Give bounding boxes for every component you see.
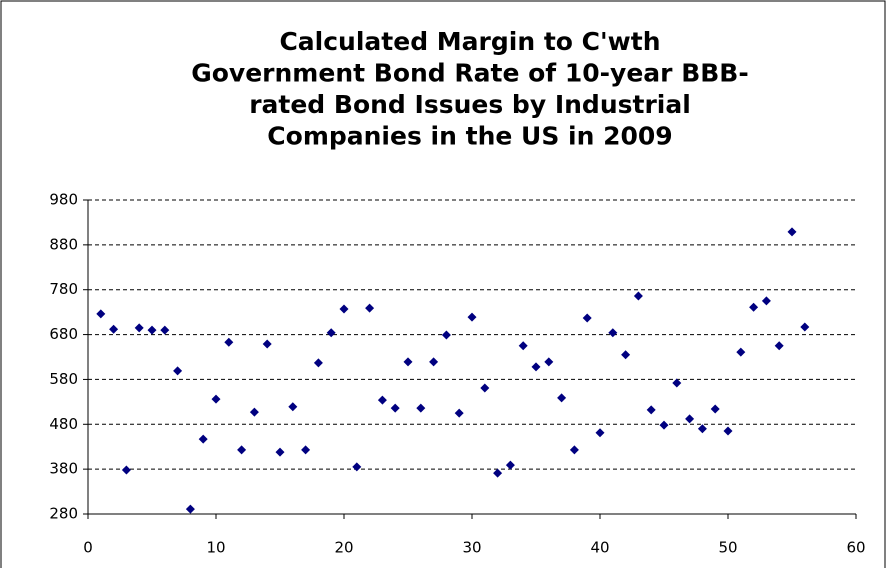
- point: [685, 414, 695, 424]
- x-tick-label: 0: [83, 539, 93, 557]
- point: [403, 357, 413, 367]
- point: [569, 445, 579, 455]
- point: [672, 378, 682, 388]
- point: [326, 328, 336, 338]
- x-tick-label: 60: [846, 539, 865, 557]
- point: [800, 322, 810, 332]
- point: [390, 403, 400, 413]
- point: [595, 428, 605, 438]
- point: [608, 328, 618, 338]
- point: [237, 445, 247, 455]
- point: [544, 357, 554, 367]
- y-tick-label: 780: [49, 280, 78, 298]
- y-tick-label: 380: [49, 460, 78, 478]
- point: [723, 426, 733, 436]
- point: [582, 313, 592, 323]
- point: [697, 424, 707, 434]
- chart-title: Companies in the US in 2009: [267, 122, 672, 151]
- y-tick-label: 580: [49, 370, 78, 388]
- point: [518, 341, 528, 351]
- point: [480, 383, 490, 393]
- y-tick-label: 880: [49, 235, 78, 253]
- y-tick-label: 980: [49, 191, 78, 209]
- point: [659, 420, 669, 430]
- point: [441, 330, 451, 340]
- x-tick-label: 20: [334, 539, 353, 557]
- point: [646, 405, 656, 415]
- point: [416, 403, 426, 413]
- x-tick-label: 10: [206, 539, 225, 557]
- point: [467, 312, 477, 322]
- point: [301, 445, 311, 455]
- point: [531, 362, 541, 372]
- point: [621, 350, 631, 360]
- y-tick-label: 480: [49, 415, 78, 433]
- point: [774, 341, 784, 351]
- point: [275, 447, 285, 457]
- chart-title: Government Bond Rate of 10-year BBB-: [191, 59, 749, 88]
- point: [761, 296, 771, 306]
- x-tick-label: 40: [590, 539, 609, 557]
- point: [96, 309, 106, 319]
- point: [429, 357, 439, 367]
- point: [160, 325, 170, 335]
- point: [352, 462, 362, 472]
- point: [493, 468, 503, 478]
- point: [339, 304, 349, 314]
- point: [249, 407, 259, 417]
- point: [313, 358, 323, 368]
- point: [198, 434, 208, 444]
- point: [147, 325, 157, 335]
- point: [505, 460, 515, 470]
- point: [211, 394, 221, 404]
- point: [633, 291, 643, 301]
- point: [736, 347, 746, 357]
- point: [109, 324, 119, 334]
- point: [454, 408, 464, 418]
- point: [224, 337, 234, 347]
- point: [121, 465, 131, 475]
- point: [185, 504, 195, 514]
- point: [365, 303, 375, 313]
- point: [288, 402, 298, 412]
- point: [749, 302, 759, 312]
- point: [134, 323, 144, 333]
- point: [710, 404, 720, 414]
- point: [557, 393, 567, 403]
- chart-title: Calculated Margin to C'wth: [279, 27, 660, 56]
- y-tick-label: 680: [49, 325, 78, 343]
- point: [173, 366, 183, 376]
- x-tick-label: 50: [718, 539, 737, 557]
- x-tick-label: 30: [462, 539, 481, 557]
- point: [377, 395, 387, 405]
- y-tick-label: 280: [49, 505, 78, 523]
- point: [262, 339, 272, 349]
- point: [787, 227, 797, 237]
- chart-title: rated Bond Issues by Industrial: [249, 90, 691, 119]
